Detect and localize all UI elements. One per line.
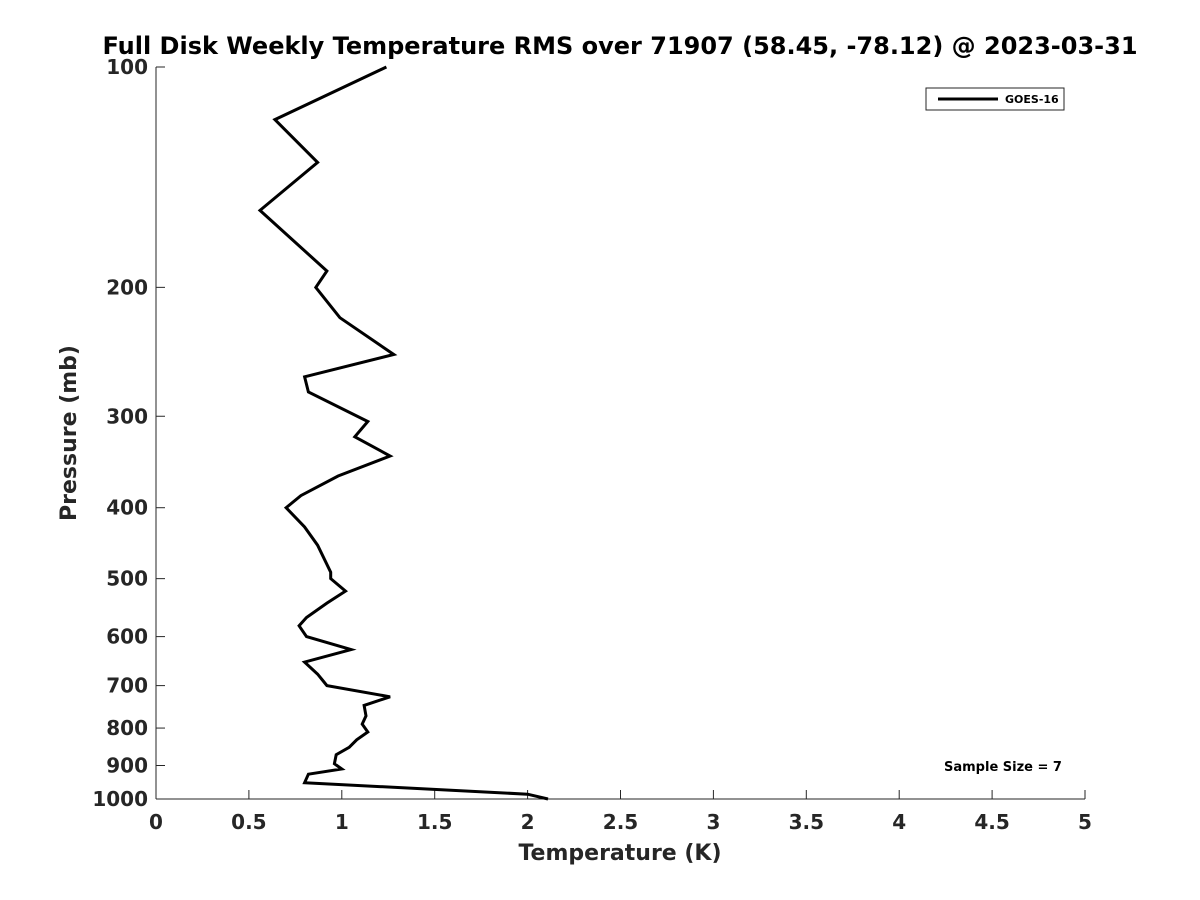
x-tick-label: 3.5 (789, 810, 824, 834)
x-tick-label: 2.5 (603, 810, 638, 834)
chart-title: Full Disk Weekly Temperature RMS over 71… (102, 32, 1137, 60)
series-line-goes-16 (257, 65, 549, 801)
x-tick-label: 1.5 (417, 810, 452, 834)
y-tick-label: 600 (106, 625, 148, 649)
x-tick-label: 1 (335, 810, 349, 834)
legend-label-goes-16: GOES-16 (1005, 93, 1059, 106)
x-tick-label: 5 (1078, 810, 1092, 834)
sample-size-annotation: Sample Size = 7 (944, 760, 1062, 775)
y-axis-label: Pressure (mb) (57, 345, 82, 521)
x-tick-label: 0.5 (231, 810, 266, 834)
y-tick-label: 100 (106, 55, 148, 79)
x-axis-ticks: 0 0.5 1 1.5 2 2.5 3 3.5 4 4.5 5 (149, 790, 1092, 834)
series-layer (257, 65, 549, 801)
legend: GOES-16 (925, 87, 1065, 111)
x-tick-label: 2 (521, 810, 535, 834)
y-tick-label: 200 (106, 275, 148, 299)
x-tick-label: 4 (892, 810, 906, 834)
x-tick-label: 3 (706, 810, 720, 834)
y-tick-label: 700 (106, 674, 148, 698)
x-axis-label: Temperature (K) (518, 841, 721, 866)
y-tick-label: 900 (106, 754, 148, 778)
x-tick-label: 4.5 (974, 810, 1009, 834)
y-tick-label: 500 (106, 567, 148, 591)
plot-area (156, 67, 1085, 799)
y-tick-label: 400 (106, 496, 148, 520)
x-tick-label: 0 (149, 810, 163, 834)
y-axis-ticks: 100 200 300 400 500 600 700 800 900 1000 (92, 55, 165, 811)
y-tick-label: 1000 (92, 787, 148, 811)
y-tick-label: 800 (106, 716, 148, 740)
y-tick-label: 300 (106, 404, 148, 428)
